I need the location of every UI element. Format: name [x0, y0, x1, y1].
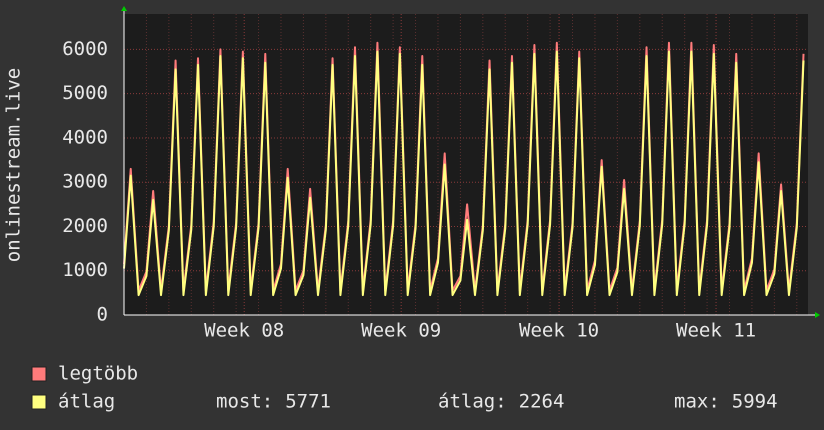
legend-label: átlag	[58, 391, 115, 413]
stat-label: átlag:	[438, 391, 507, 413]
stat-value: 5771	[285, 391, 331, 413]
y-tick-label: 0	[97, 304, 108, 326]
x-tick-label: Week 10	[519, 320, 599, 342]
x-tick-label: Week 09	[361, 320, 441, 342]
y-tick-label: 6000	[62, 38, 108, 60]
legend-swatch	[31, 366, 47, 382]
y-tick-label: 1000	[62, 259, 108, 281]
y-axis-label: onlinestream.live	[3, 68, 25, 262]
y-tick-label: 2000	[62, 215, 108, 237]
y-axis-arrow	[121, 6, 127, 11]
x-axis-arrow	[815, 312, 820, 318]
legend-swatch	[31, 394, 47, 410]
x-tick-label: Week 11	[676, 320, 756, 342]
y-tick-label: 3000	[62, 171, 108, 193]
series-line	[123, 50, 805, 297]
x-tick-label: Week 08	[204, 320, 284, 342]
stat-label: most:	[216, 391, 273, 413]
legend-label: legtöbb	[58, 363, 138, 385]
y-tick-label: 5000	[62, 82, 108, 104]
stat-label: max:	[674, 391, 720, 413]
stat-value: 5994	[732, 391, 778, 413]
y-tick-label: 4000	[62, 126, 108, 148]
stat-value: 2264	[519, 391, 565, 413]
